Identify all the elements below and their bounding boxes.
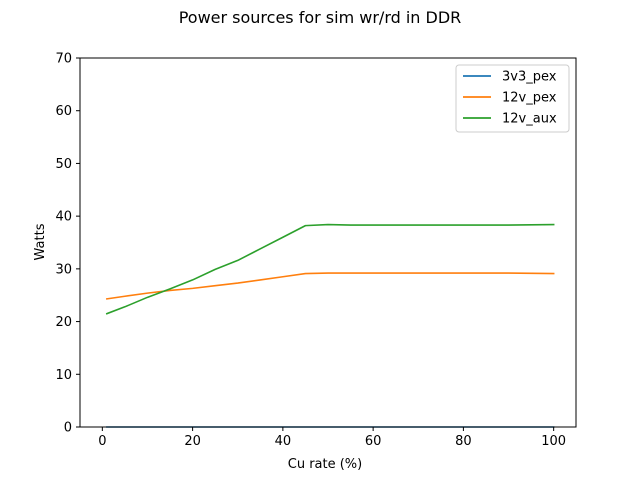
x-tick-label: 60	[365, 434, 382, 449]
legend-label-12v_pex: 12v_pex	[502, 91, 557, 106]
y-tick-label: 40	[55, 210, 72, 225]
y-axis-label: Watts	[33, 223, 48, 260]
y-tick-label: 10	[55, 368, 72, 383]
legend: 3v3_pex 12v_pex 12v_aux	[455, 64, 570, 133]
y-tick-label: 0	[64, 421, 72, 436]
y-tick-label: 50	[55, 157, 72, 172]
chart-title: Power sources for sim wr/rd in DDR	[179, 8, 462, 27]
x-tick-label: 80	[455, 434, 472, 449]
x-tick-label: 0	[98, 434, 106, 449]
axes-frame	[79, 57, 577, 428]
plot-area: 0 20 40 60 80 100 0 10 20 30 40 50 60 70	[55, 52, 577, 449]
y-tick-label: 20	[55, 315, 72, 330]
y-tick-label: 30	[55, 262, 72, 277]
legend-label-12v_aux: 12v_aux	[502, 112, 557, 127]
legend-box	[455, 64, 570, 133]
x-tick-label: 100	[541, 434, 566, 449]
series-line-12v_aux	[105, 223, 555, 315]
x-tick-label: 20	[184, 434, 201, 449]
legend-label-3v3_pex: 3v3_pex	[502, 70, 557, 85]
y-tick-label: 70	[55, 52, 72, 67]
y-tick-label: 60	[55, 104, 72, 119]
x-tick-label: 40	[275, 434, 292, 449]
x-axis-label: Cu rate (%)	[288, 457, 362, 472]
